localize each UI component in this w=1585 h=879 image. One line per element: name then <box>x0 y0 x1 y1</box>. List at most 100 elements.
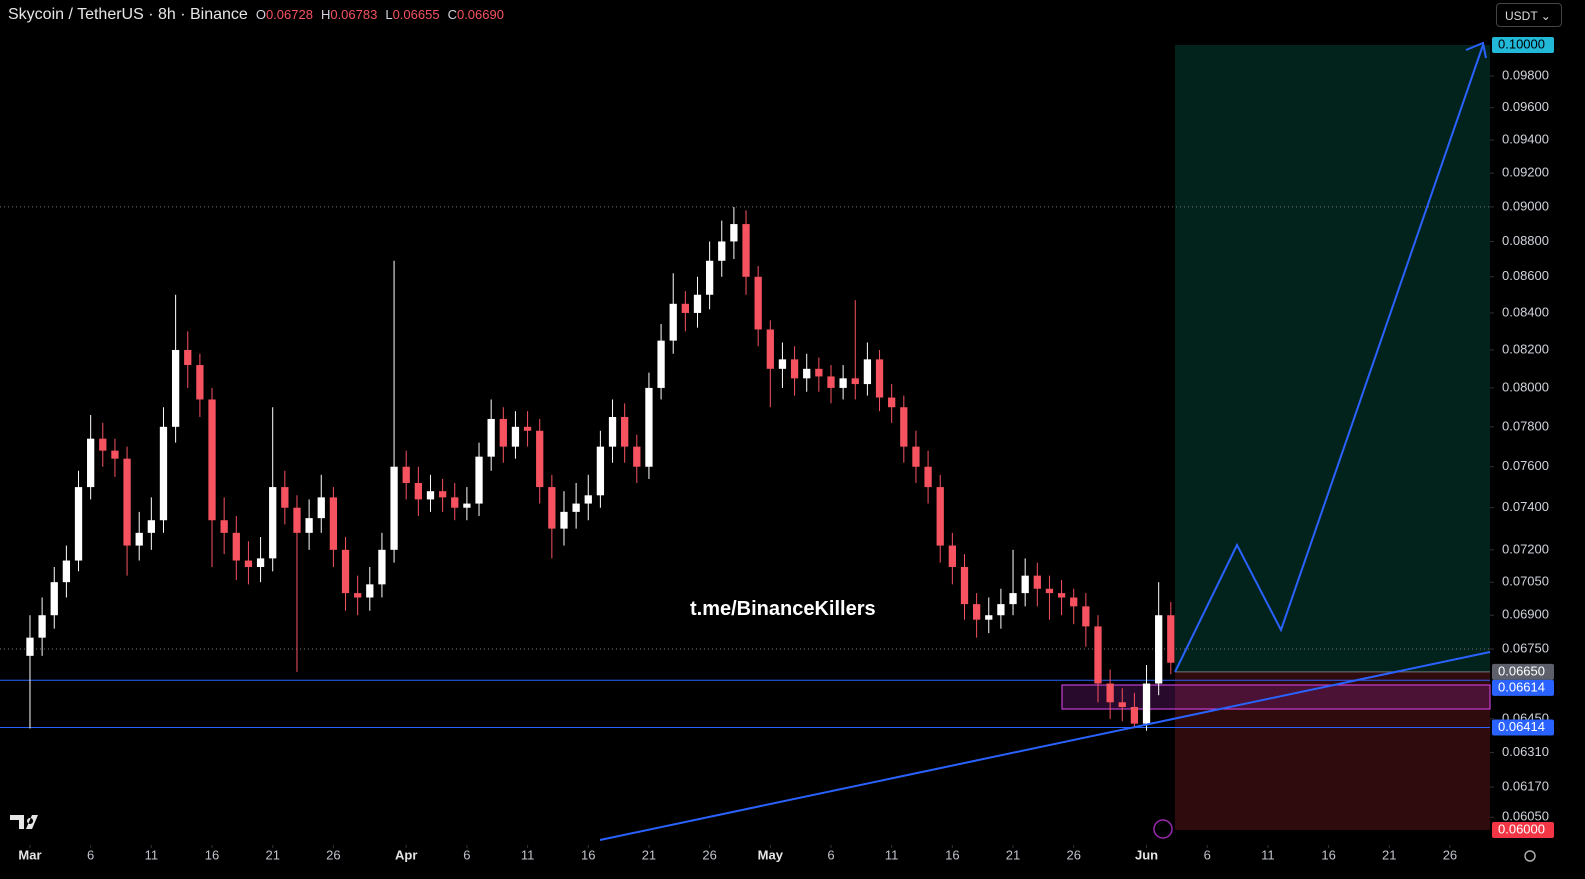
price-marker <box>1492 719 1554 736</box>
axes: 0.09800 0.09600 0.09400 0.09200 0.09000 0.088… <box>18 36 1554 862</box>
candle-body <box>730 224 738 242</box>
price-marker <box>1492 37 1554 53</box>
candle-body <box>281 487 289 508</box>
x-tick-label: 11 <box>145 847 159 862</box>
candle-body <box>402 466 410 483</box>
candle-body <box>912 446 920 467</box>
ohlc-value: 0.06690 <box>456 7 504 22</box>
candle-body <box>839 378 847 388</box>
flash-icon[interactable] <box>1153 819 1173 839</box>
candle-body <box>123 458 131 546</box>
y-tick-label: 0.07800 <box>1502 418 1549 433</box>
candle-body <box>196 365 204 400</box>
price-marker <box>1492 663 1554 680</box>
tv-logo <box>10 815 38 829</box>
ohlc-key: L <box>385 7 393 22</box>
x-tick-label: 21 <box>265 847 279 862</box>
x-tick-label: Apr <box>395 847 417 862</box>
x-tick-label: 6 <box>1204 847 1211 862</box>
y-tick-label: 0.08800 <box>1502 233 1549 248</box>
candle-body <box>681 303 689 313</box>
header: Skycoin / TetherUS · 8h · Binance O0.0672… <box>8 6 504 24</box>
projection-arrow <box>1465 41 1487 59</box>
candle-body <box>463 503 471 508</box>
candle-body <box>572 503 580 512</box>
x-tick-label: 16 <box>205 847 219 862</box>
candle-body <box>1094 626 1102 684</box>
y-tick-label: 0.07400 <box>1502 499 1549 514</box>
candle-body <box>621 416 629 447</box>
candle-body <box>851 378 859 385</box>
candle-body <box>499 418 507 447</box>
currency-select[interactable]: USDT ⌄ <box>1496 3 1562 27</box>
candle-body <box>1033 575 1041 589</box>
ohlc-value: 0.06783 <box>330 7 378 22</box>
candle-body <box>111 450 119 459</box>
candle-body <box>74 487 83 561</box>
candle-body <box>972 604 981 620</box>
candle-body <box>99 438 107 451</box>
x-tick-label: 21 <box>642 847 656 862</box>
candle-body <box>560 511 568 529</box>
candle-body <box>232 532 240 561</box>
candle-body <box>936 487 944 546</box>
candle-body <box>596 446 605 496</box>
candle-body <box>171 349 180 427</box>
candle-body <box>366 584 374 598</box>
ohlc-key: O <box>255 7 266 22</box>
ohlc-value: 0.06728 <box>265 7 313 22</box>
candle-body <box>1106 683 1114 703</box>
candle-body <box>184 349 192 366</box>
x-tick-label: 11 <box>1261 847 1275 862</box>
candle-body <box>803 368 811 379</box>
settings-icon[interactable] <box>1524 850 1536 862</box>
symbol-title: Skycoin / TetherUS · 8h · Binance <box>8 6 248 23</box>
x-tick-label: 6 <box>87 847 94 862</box>
candle-body <box>329 497 338 550</box>
price-marker-label: 0.10000 <box>1498 36 1545 51</box>
candle-body <box>827 376 835 388</box>
candle-body <box>426 491 435 500</box>
price-marker <box>1492 679 1554 696</box>
levels <box>0 206 1490 728</box>
candle-body <box>487 418 495 457</box>
price-marker-label: 0.06650 <box>1498 663 1545 678</box>
candle-body <box>378 549 386 585</box>
price-marker-label: 0.06000 <box>1498 821 1545 836</box>
candle-body <box>50 582 58 616</box>
y-tick-label: 0.06750 <box>1502 640 1549 655</box>
candle-body <box>669 303 677 341</box>
currency-label: USDT <box>1505 9 1538 23</box>
price-marker-label: 0.06614 <box>1498 679 1545 694</box>
x-tick-label: 26 <box>1066 847 1080 862</box>
x-tick-label: 6 <box>463 847 470 862</box>
candle-body <box>875 359 884 398</box>
ohlc-key: C <box>447 7 457 22</box>
x-tick-label: 16 <box>945 847 959 862</box>
y-tick-label: 0.06310 <box>1502 744 1549 759</box>
candle-body <box>511 426 520 447</box>
candle-body <box>1045 588 1054 594</box>
candle-body <box>536 430 544 488</box>
profit-zone <box>1175 45 1490 672</box>
y-tick-label: 0.07200 <box>1502 541 1549 556</box>
x-tick-label: 16 <box>1321 847 1335 862</box>
watermark: t.me/BinanceKillers <box>690 598 876 620</box>
candle-body <box>244 560 253 567</box>
candle-body <box>293 507 301 533</box>
x-tick-label: 16 <box>581 847 595 862</box>
candle-body <box>1167 615 1175 663</box>
candle-body <box>256 558 265 567</box>
candle-body <box>1009 593 1017 605</box>
candle-body <box>341 549 350 594</box>
candle-body <box>960 566 969 605</box>
candle-body <box>693 294 702 313</box>
candle-body <box>1155 615 1163 684</box>
candle-body <box>523 426 532 431</box>
candle-body <box>147 520 155 533</box>
candle-body <box>438 491 447 498</box>
projection-path <box>1174 44 1484 673</box>
price-marker-label: 0.06414 <box>1498 719 1545 734</box>
candle-body <box>778 359 787 369</box>
